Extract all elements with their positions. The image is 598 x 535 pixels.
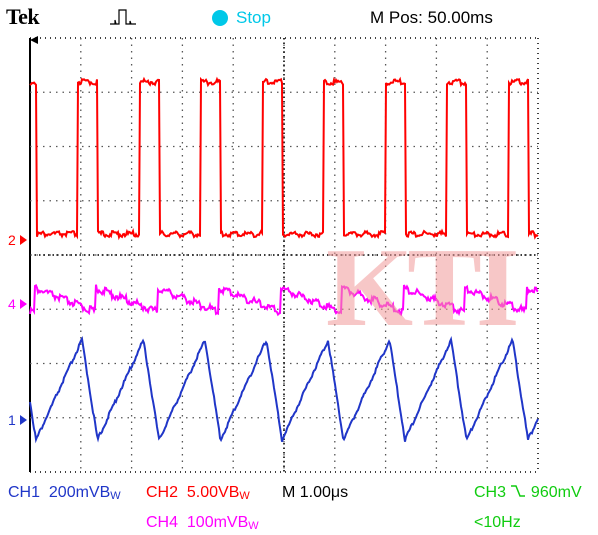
- trigger-frequency: <10Hz: [474, 514, 521, 531]
- ch2-waveform: [29, 76, 539, 241]
- trigger-pulse-icon: [110, 9, 136, 25]
- ch4-scale: 100mV: [186, 514, 238, 531]
- ch2-bw: B: [228, 484, 240, 501]
- ch1-scale: 200mV: [48, 484, 100, 501]
- ch4-scale-readout: CH4 100mVBW: [146, 514, 259, 532]
- trigger-position-marker: [30, 36, 38, 44]
- ch2-label: CH2: [146, 484, 179, 501]
- ch3-label: CH3: [474, 484, 507, 501]
- ch4-waveform: [29, 283, 539, 317]
- watermark: KTI: [326, 226, 519, 350]
- ch1-ground-arrow: [20, 415, 27, 425]
- brand-logo: Tek: [6, 4, 40, 29]
- ch1-label: CH1: [8, 484, 41, 501]
- timebase-readout: M 1.00μs: [282, 484, 349, 501]
- ch2-bw-sub: W: [239, 490, 250, 502]
- ch4-ground-marker: 4: [8, 296, 16, 312]
- waveform-display: 2 4 1: [8, 36, 539, 473]
- ch2-ground-marker: 2: [8, 232, 16, 248]
- ch4-ground-arrow: [20, 299, 27, 309]
- trigger-readout: CH3 960mV: [474, 484, 582, 502]
- falling-edge-icon: [511, 485, 526, 497]
- ch4-bw: B: [237, 514, 249, 531]
- horizontal-position: M Pos: 50.00ms: [370, 8, 493, 27]
- ch2-ground-arrow: [20, 235, 27, 245]
- ch2-scale: 5.00V: [186, 484, 229, 501]
- run-status: Stop: [236, 8, 271, 27]
- ch1-ground-marker: 1: [8, 412, 16, 428]
- status-indicator-icon: [212, 10, 228, 26]
- trigger-level: 960mV: [530, 484, 582, 501]
- ch1-waveform: [29, 335, 539, 444]
- ch1-bw: B: [99, 484, 111, 501]
- ch1-bw-sub: W: [110, 490, 121, 502]
- ch1-scale-readout: CH1 200mVBW: [8, 484, 121, 502]
- ch4-label: CH4: [146, 514, 179, 531]
- ch2-scale-readout: CH2 5.00VBW: [146, 484, 250, 502]
- ch4-bw-sub: W: [248, 520, 259, 532]
